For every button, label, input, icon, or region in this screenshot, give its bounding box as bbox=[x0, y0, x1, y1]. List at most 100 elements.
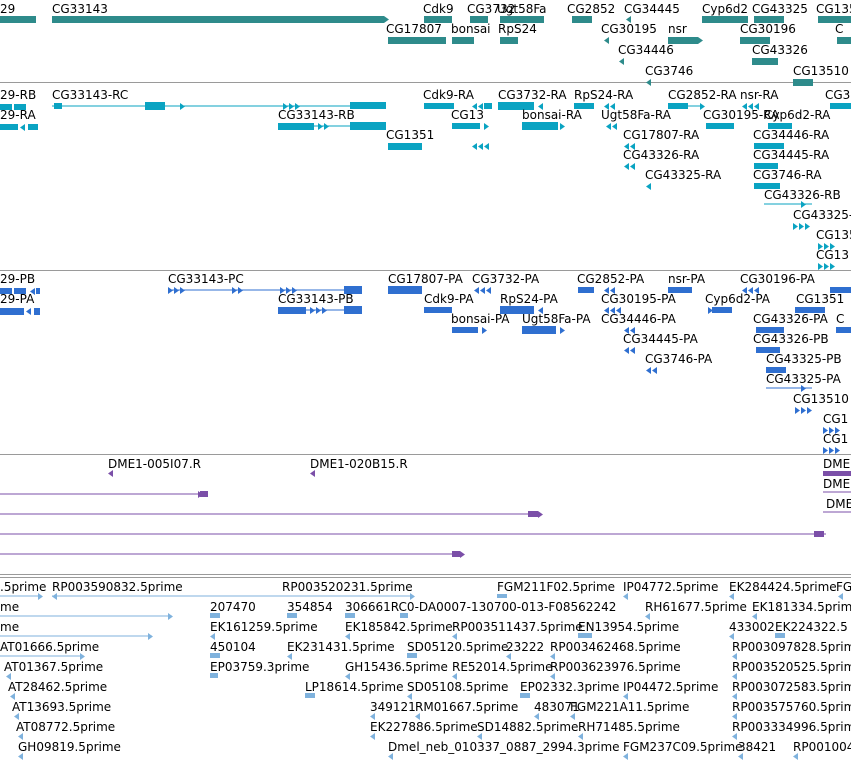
feature-glyph[interactable] bbox=[754, 183, 780, 189]
feature-glyph[interactable] bbox=[702, 16, 748, 23]
protein-feature-label[interactable]: CG33143-PB bbox=[278, 292, 354, 306]
feature-glyph[interactable] bbox=[712, 307, 732, 313]
protein-feature-label[interactable]: C bbox=[836, 312, 845, 326]
protein-feature-label[interactable]: CG33143-PC bbox=[168, 272, 244, 286]
feature-glyph[interactable] bbox=[28, 124, 38, 130]
feature-glyph[interactable] bbox=[754, 143, 784, 149]
feature-glyph[interactable] bbox=[520, 693, 530, 698]
protein-feature-label[interactable]: CG43325-PB bbox=[766, 352, 842, 366]
est-feature-label[interactable]: me bbox=[0, 600, 20, 614]
protein-feature-label[interactable]: 29-PB bbox=[0, 272, 36, 286]
est-feature-label[interactable]: GH15436.5prime bbox=[345, 660, 448, 674]
mrna-feature-label[interactable]: 29-RA bbox=[0, 108, 36, 122]
feature-glyph[interactable] bbox=[452, 327, 478, 333]
protein-feature-label[interactable]: CG17807-PA bbox=[388, 272, 463, 286]
feature-glyph[interactable] bbox=[0, 104, 12, 110]
est-feature-label[interactable]: RP001004 bbox=[793, 740, 851, 754]
feature-glyph[interactable] bbox=[775, 633, 785, 638]
est-feature-label[interactable]: EP03759.3prime bbox=[210, 660, 310, 674]
gene-glyph[interactable] bbox=[668, 37, 698, 44]
feature-glyph[interactable] bbox=[818, 16, 851, 23]
mrna-feature-label[interactable]: CG33143-RC bbox=[52, 88, 129, 102]
bac-feature-label[interactable]: DME bbox=[823, 457, 851, 471]
est-feature-label[interactable]: EK231431.5prime bbox=[287, 640, 395, 654]
est-feature-label[interactable]: FGM237C09.5prime bbox=[623, 740, 743, 754]
gene-feature-label[interactable]: bonsai bbox=[451, 22, 491, 36]
est-feature-label[interactable]: AT01666.5prime bbox=[0, 640, 100, 654]
feature-glyph[interactable] bbox=[210, 653, 220, 658]
protein-feature-label[interactable]: CG30195-PA bbox=[601, 292, 676, 306]
est-feature-label[interactable]: EK161259.5prime bbox=[210, 620, 318, 634]
bac-feature-label[interactable]: DME1-005I07.R bbox=[108, 457, 202, 471]
feature-glyph[interactable] bbox=[498, 102, 534, 110]
mrna-feature-label[interactable]: CG3746-RA bbox=[753, 168, 822, 182]
mrna-feature-label[interactable]: Cyp6d2-RA bbox=[764, 108, 831, 122]
mrna-feature-label[interactable]: CG43325-RA bbox=[645, 168, 722, 182]
feature-glyph[interactable] bbox=[36, 288, 40, 294]
feature-glyph[interactable] bbox=[452, 551, 460, 557]
mrna-feature-label[interactable]: CG30196-RA bbox=[825, 88, 851, 102]
feature-glyph[interactable] bbox=[200, 491, 208, 497]
feature-glyph[interactable] bbox=[756, 347, 780, 353]
feature-glyph[interactable] bbox=[0, 124, 18, 130]
feature-glyph[interactable] bbox=[668, 103, 688, 109]
feature-glyph[interactable] bbox=[500, 37, 518, 44]
feature-glyph[interactable] bbox=[500, 306, 534, 314]
protein-feature-label[interactable]: CG34446-PA bbox=[601, 312, 676, 326]
mrna-feature-label[interactable]: CG34446-RA bbox=[753, 128, 830, 142]
gene-feature-label[interactable]: CG13510 bbox=[793, 64, 849, 78]
est-feature-label[interactable]: RE52014.5prime bbox=[452, 660, 553, 674]
gene-feature-label[interactable]: 29 bbox=[0, 2, 16, 16]
gene-feature-label[interactable]: Cdk9 bbox=[423, 2, 454, 16]
protein-feature-label[interactable]: CG3746-PA bbox=[645, 352, 713, 366]
feature-glyph[interactable] bbox=[830, 103, 851, 109]
est-feature-label[interactable]: 38421 bbox=[738, 740, 777, 754]
est-feature-label[interactable]: AT08772.5prime bbox=[16, 720, 116, 734]
est-feature-label[interactable]: RP003097828.5prime bbox=[732, 640, 851, 654]
est-feature-label[interactable]: EP02332.3prime bbox=[520, 680, 620, 694]
feature-glyph[interactable] bbox=[452, 37, 474, 44]
est-feature-label[interactable]: 23222 bbox=[506, 640, 545, 654]
feature-glyph[interactable] bbox=[836, 327, 851, 333]
feature-glyph[interactable] bbox=[210, 613, 220, 618]
est-feature-label[interactable]: EK284424.5prime bbox=[729, 580, 837, 594]
est-feature-label[interactable]: 349121 bbox=[370, 700, 416, 714]
est-feature-label[interactable]: 306661RC0-DA0007-130700-013-F08562242 bbox=[345, 600, 617, 614]
protein-feature-label[interactable]: Ugt58Fa-PA bbox=[522, 312, 591, 326]
est-feature-label[interactable]: EN13954.5prime bbox=[578, 620, 680, 634]
mrna-feature-label[interactable]: Ugt58Fa-RA bbox=[601, 108, 671, 122]
protein-feature-label[interactable]: CG1 bbox=[823, 412, 849, 426]
est-feature-label[interactable]: RP003511437.5prime bbox=[452, 620, 583, 634]
protein-feature-label[interactable]: RpS24-PA bbox=[500, 292, 558, 306]
est-feature-label[interactable]: 207470 bbox=[210, 600, 256, 614]
est-feature-label[interactable]: RH61677.5prime bbox=[645, 600, 747, 614]
feature-glyph[interactable] bbox=[752, 58, 778, 65]
mrna-feature-label[interactable]: RpS24-RA bbox=[574, 88, 634, 102]
feature-glyph[interactable] bbox=[528, 511, 538, 517]
est-feature-label[interactable]: 483071 bbox=[534, 700, 580, 714]
mrna-feature-label[interactable]: CG13510 bbox=[816, 228, 851, 242]
est-feature-label[interactable]: FGM221A11.5prime bbox=[570, 700, 690, 714]
est-feature-label[interactable]: RP003072583.5prime bbox=[732, 680, 851, 694]
gene-feature-label[interactable]: CG43325 bbox=[752, 2, 808, 16]
feature-glyph[interactable] bbox=[837, 37, 851, 44]
est-feature-label[interactable]: RP003462468.5prime bbox=[550, 640, 681, 654]
gene-feature-label[interactable]: CG3746 bbox=[645, 64, 694, 78]
est-feature-label[interactable]: AT28462.5prime bbox=[8, 680, 108, 694]
gene-feature-label[interactable]: CG43326 bbox=[752, 43, 808, 57]
feature-glyph[interactable] bbox=[522, 326, 556, 334]
bac-feature-label[interactable]: DME bbox=[826, 497, 851, 511]
gene-feature-label[interactable]: CG2852 bbox=[567, 2, 616, 16]
feature-glyph[interactable] bbox=[795, 307, 825, 313]
protein-feature-label[interactable]: Cdk9-PA bbox=[424, 292, 474, 306]
mrna-feature-label[interactable]: CG13 bbox=[451, 108, 484, 122]
feature-glyph[interactable] bbox=[34, 308, 40, 315]
feature-glyph[interactable] bbox=[823, 471, 851, 476]
gene-feature-label[interactable]: CG17807 bbox=[386, 22, 442, 36]
mrna-feature-label[interactable]: CG2852-RA bbox=[668, 88, 737, 102]
protein-feature-label[interactable]: 29-PA bbox=[0, 292, 35, 306]
protein-feature-label[interactable]: CG1 bbox=[823, 432, 849, 446]
mrna-feature-label[interactable]: CG34445-RA bbox=[753, 148, 830, 162]
mrna-feature-label[interactable]: CG43325-RB bbox=[793, 208, 851, 222]
est-feature-label[interactable]: RP003520525.5prime bbox=[732, 660, 851, 674]
